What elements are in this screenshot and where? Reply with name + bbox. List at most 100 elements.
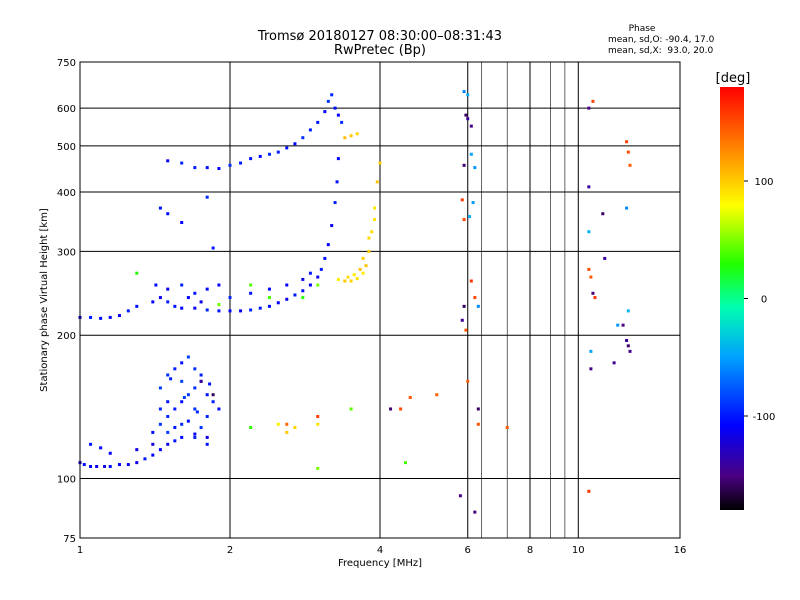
grid-lines <box>80 62 680 538</box>
data-point <box>408 395 412 399</box>
data-point <box>239 161 243 165</box>
data-point <box>217 303 221 307</box>
data-point <box>336 157 340 161</box>
data-point <box>367 249 371 253</box>
data-point <box>258 306 262 310</box>
data-point <box>267 296 271 300</box>
data-point <box>373 206 377 210</box>
data-point <box>587 230 591 234</box>
data-point <box>346 275 350 279</box>
data-point <box>591 291 595 295</box>
data-point <box>370 230 374 234</box>
phase-label: Phase <box>629 24 656 34</box>
point-group <box>199 106 632 514</box>
colorbar-tick-label: 100 <box>754 177 773 188</box>
data-point <box>228 296 232 300</box>
data-point <box>589 367 593 371</box>
data-point <box>367 236 371 240</box>
data-point <box>180 283 184 287</box>
data-point <box>466 93 470 97</box>
data-point <box>469 124 473 128</box>
y-tick-label: 400 <box>57 188 76 199</box>
y-tick-label: 600 <box>57 104 76 115</box>
data-point <box>435 393 439 397</box>
data-point <box>135 461 139 465</box>
data-point <box>166 212 170 216</box>
colorbar-tick-label: 0 <box>761 295 767 306</box>
data-point <box>249 308 253 312</box>
data-point <box>158 448 162 452</box>
data-point <box>166 159 170 163</box>
point-group <box>276 132 382 434</box>
y-tick-label: 750 <box>57 58 76 69</box>
data-point <box>267 287 271 291</box>
data-point <box>361 271 365 275</box>
x-tick-label: 2 <box>227 545 233 556</box>
data-point <box>135 304 139 308</box>
data-point <box>628 163 632 167</box>
data-point <box>199 300 203 304</box>
data-point <box>301 289 305 293</box>
data-point <box>473 510 477 514</box>
data-point <box>316 120 320 124</box>
data-point <box>211 393 215 397</box>
data-point <box>158 206 162 210</box>
data-point <box>151 430 155 434</box>
data-point <box>173 304 177 308</box>
colorbar-unit: [deg] <box>716 71 751 86</box>
data-point <box>108 315 112 319</box>
y-tick-label: 500 <box>57 142 76 153</box>
data-point <box>126 309 130 313</box>
data-point <box>589 275 593 279</box>
data-point <box>285 422 289 426</box>
data-point <box>336 113 340 117</box>
data-point <box>193 291 197 295</box>
data-point <box>364 264 368 268</box>
data-point <box>473 166 477 170</box>
data-point <box>180 221 184 225</box>
data-point <box>199 379 203 383</box>
data-point <box>625 206 629 210</box>
x-tick-label: 1 <box>77 545 83 556</box>
data-point <box>193 166 197 170</box>
data-point <box>249 425 253 429</box>
data-point <box>180 161 184 165</box>
data-point <box>628 349 632 353</box>
data-point <box>143 457 147 461</box>
data-point <box>587 106 591 110</box>
data-point <box>103 464 107 468</box>
data-point <box>276 301 280 305</box>
data-point <box>173 407 177 411</box>
data-point <box>460 318 464 322</box>
data-point <box>199 373 203 377</box>
x-tick-label: 16 <box>674 545 687 556</box>
data-point <box>180 306 184 310</box>
data-point <box>205 166 209 170</box>
data-point <box>151 300 155 304</box>
data-point <box>626 150 630 154</box>
data-point <box>180 435 184 439</box>
point-group <box>158 93 344 250</box>
data-point <box>621 323 625 327</box>
data-point <box>476 304 480 308</box>
data-point <box>228 163 232 167</box>
data-point <box>464 328 468 332</box>
data-point <box>117 463 121 467</box>
data-point <box>316 414 320 418</box>
x-tick-label: 4 <box>377 545 383 556</box>
data-point <box>166 442 170 446</box>
data-point <box>186 393 190 397</box>
data-point <box>276 422 280 426</box>
data-point <box>186 419 190 423</box>
data-point <box>343 279 347 283</box>
data-point <box>205 442 209 446</box>
data-point <box>336 277 340 281</box>
data-point <box>205 435 209 439</box>
data-point <box>330 93 334 97</box>
data-point <box>180 422 184 426</box>
data-point <box>108 464 112 468</box>
data-point <box>462 163 466 167</box>
data-point <box>276 150 280 154</box>
data-point <box>316 422 320 426</box>
data-points <box>78 90 632 514</box>
